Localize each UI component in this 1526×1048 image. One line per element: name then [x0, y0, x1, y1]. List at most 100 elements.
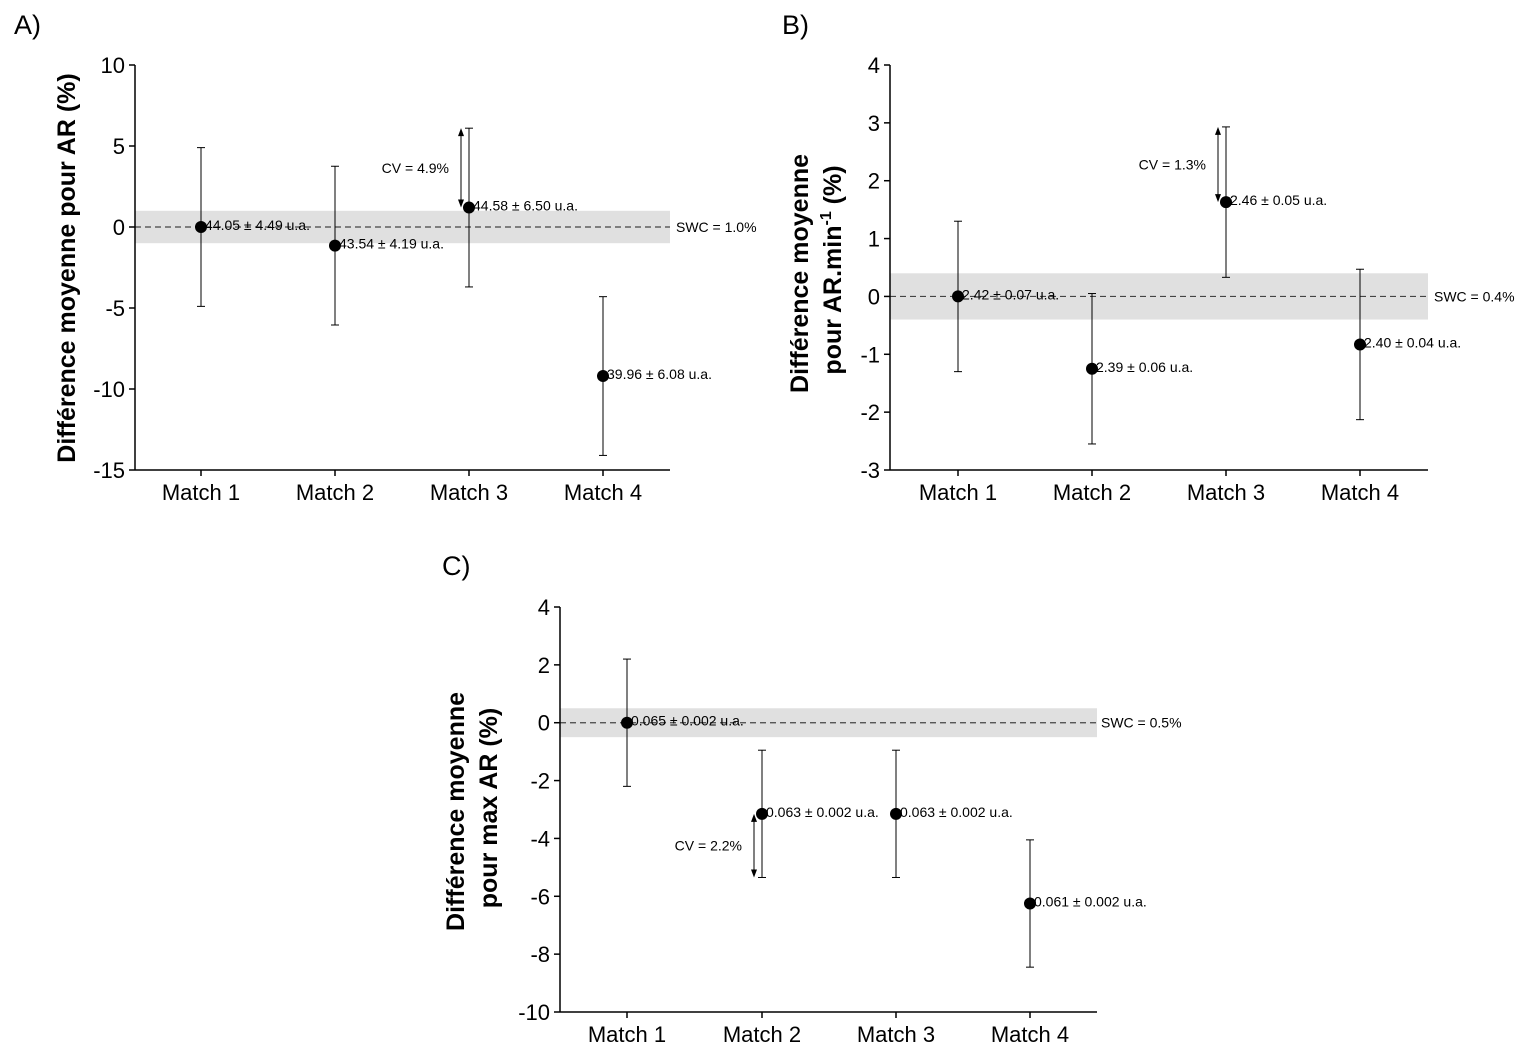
- y-ticks: 4 3 2 1 0 -1 -2 -3: [860, 53, 880, 483]
- data-point: [621, 716, 633, 729]
- y-axis-label-line: Différence moyenne pour AR (%): [53, 73, 81, 462]
- data-point: [195, 221, 207, 233]
- swc-label: SWC = 1.0%: [676, 219, 757, 235]
- x-ticks: Match 1 Match 2 Match 3 Match 4: [588, 1022, 1069, 1047]
- data-label: 0.061 ± 0.002 u.a.: [1034, 894, 1147, 910]
- data-label: 43.54 ± 4.19 u.a.: [339, 236, 444, 252]
- y-axis-label-line: Différence moyenne: [442, 692, 470, 931]
- y-tick-label: -10: [93, 377, 125, 402]
- data-point: [1220, 196, 1232, 209]
- data-label: 2.40 ± 0.04 u.a.: [1364, 334, 1461, 350]
- data-label: 44.58 ± 6.50 u.a.: [473, 198, 578, 214]
- cv-label: CV = 2.2%: [675, 838, 742, 854]
- cv-arrow-head: [458, 128, 464, 137]
- data-marks: [952, 126, 1366, 445]
- y-tick-label: 10: [101, 53, 125, 78]
- data-labels: 0.065 ± 0.002 u.a. 0.063 ± 0.002 u.a. 0.…: [631, 713, 1147, 910]
- y-tick-label: -2: [530, 769, 550, 794]
- data-point: [1086, 362, 1098, 375]
- x-tick-label: Match 4: [1321, 480, 1399, 505]
- y-tick-label: 5: [113, 134, 125, 159]
- panel-b: B) SWC = 0.4% Différence moyenne pour AR…: [782, 10, 1515, 505]
- x-tick-label: Match 3: [857, 1022, 935, 1047]
- data-label: 0.065 ± 0.002 u.a.: [631, 713, 744, 729]
- y-ticks: 4 2 0 -2 -4 -6 -8 -10: [518, 595, 550, 1025]
- panel-c: C) SWC = 0.5% Différence moyenne pour ma…: [442, 551, 1182, 1047]
- cv-arrow-head: [1215, 194, 1221, 203]
- data-point: [463, 201, 475, 214]
- swc-band: [560, 708, 1097, 738]
- y-tick-label: -10: [518, 1000, 550, 1025]
- x-tick-label: Match 1: [588, 1022, 666, 1047]
- y-tick-label: 3: [868, 111, 880, 136]
- panel-a: A) SWC = 1.0% Différence moyenne pour AR…: [14, 10, 757, 505]
- data-point: [329, 239, 341, 252]
- x-tick-label: Match 3: [430, 480, 508, 505]
- panel-b-label: B): [782, 10, 809, 40]
- data-point: [1354, 338, 1366, 351]
- cv-label: CV = 4.9%: [382, 160, 449, 176]
- y-tick-label: 2: [538, 653, 550, 678]
- y-tick-label: -15: [93, 458, 125, 483]
- x-tick-label: Match 1: [919, 480, 997, 505]
- data-point: [597, 370, 609, 383]
- swc-label: SWC = 0.5%: [1101, 715, 1182, 731]
- panel-c-label: C): [442, 551, 471, 581]
- y-tick-label: -8: [530, 942, 550, 967]
- data-marks: [195, 127, 609, 456]
- y-axis-label: Différence moyenne pour max AR (%): [442, 685, 503, 931]
- x-tick-label: Match 2: [1053, 480, 1131, 505]
- y-axis-label-superscript: -1: [818, 211, 835, 225]
- x-ticks: Match 1 Match 2 Match 3 Match 4: [162, 480, 642, 505]
- y-tick-label: 0: [538, 711, 550, 736]
- y-axis-label-line: pour AR.min: [819, 226, 847, 375]
- y-ticks: 10 5 0 -5 -10 -15: [93, 53, 125, 483]
- y-axis-label-line: Différence moyenne: [786, 154, 814, 393]
- y-tick-label: 2: [868, 169, 880, 194]
- y-tick-label: 4: [538, 595, 550, 620]
- data-point: [1024, 897, 1036, 910]
- y-tick-label: 1: [868, 227, 880, 252]
- cv-arrow-head: [1215, 126, 1221, 135]
- data-marks: [621, 658, 1036, 968]
- data-label: 39.96 ± 6.08 u.a.: [607, 366, 712, 382]
- y-tick-label: 4: [868, 53, 880, 78]
- x-tick-label: Match 2: [723, 1022, 801, 1047]
- cv-arrow-head: [751, 869, 757, 878]
- data-label: 2.46 ± 0.05 u.a.: [1230, 192, 1327, 208]
- x-tick-label: Match 1: [162, 480, 240, 505]
- swc-label: SWC = 0.4%: [1434, 288, 1515, 304]
- y-tick-label: -3: [860, 458, 880, 483]
- data-label: 2.39 ± 0.06 u.a.: [1096, 359, 1193, 375]
- y-tick-label: -5: [105, 296, 125, 321]
- data-point: [890, 807, 902, 820]
- data-point: [952, 290, 964, 303]
- data-labels: 2.42 ± 0.07 u.a. 2.39 ± 0.06 u.a. 2.46 ±…: [962, 192, 1461, 375]
- x-tick-label: Match 3: [1187, 480, 1265, 505]
- data-label: 0.063 ± 0.002 u.a.: [900, 804, 1013, 820]
- x-ticks: Match 1 Match 2 Match 3 Match 4: [919, 480, 1399, 505]
- y-tick-label: 0: [113, 215, 125, 240]
- data-labels: 44.05 ± 4.49 u.a. 43.54 ± 4.19 u.a. 44.5…: [205, 198, 712, 382]
- data-label: 2.42 ± 0.07 u.a.: [962, 286, 1059, 302]
- y-axis-label: Différence moyenne pour AR.min-1 (%): [786, 147, 847, 393]
- cv-arrow-head: [458, 199, 464, 208]
- data-label: 44.05 ± 4.49 u.a.: [205, 217, 310, 233]
- y-tick-label: 0: [868, 284, 880, 309]
- y-tick-label: -1: [860, 342, 880, 367]
- y-tick-label: -6: [530, 884, 550, 909]
- data-point: [756, 807, 768, 820]
- cv-label: CV = 1.3%: [1139, 157, 1206, 173]
- panel-a-label: A): [14, 10, 41, 40]
- cv-arrow-head: [751, 813, 757, 822]
- swc-band: [890, 273, 1428, 320]
- x-tick-label: Match 4: [991, 1022, 1069, 1047]
- y-axis-label-line: pour max AR (%): [475, 708, 503, 908]
- x-tick-label: Match 2: [296, 480, 374, 505]
- y-tick-label: -4: [530, 826, 550, 851]
- y-axis-label-unit: (%): [819, 165, 847, 211]
- data-label: 0.063 ± 0.002 u.a.: [766, 804, 879, 820]
- y-tick-label: -2: [860, 400, 880, 425]
- x-tick-label: Match 4: [564, 480, 642, 505]
